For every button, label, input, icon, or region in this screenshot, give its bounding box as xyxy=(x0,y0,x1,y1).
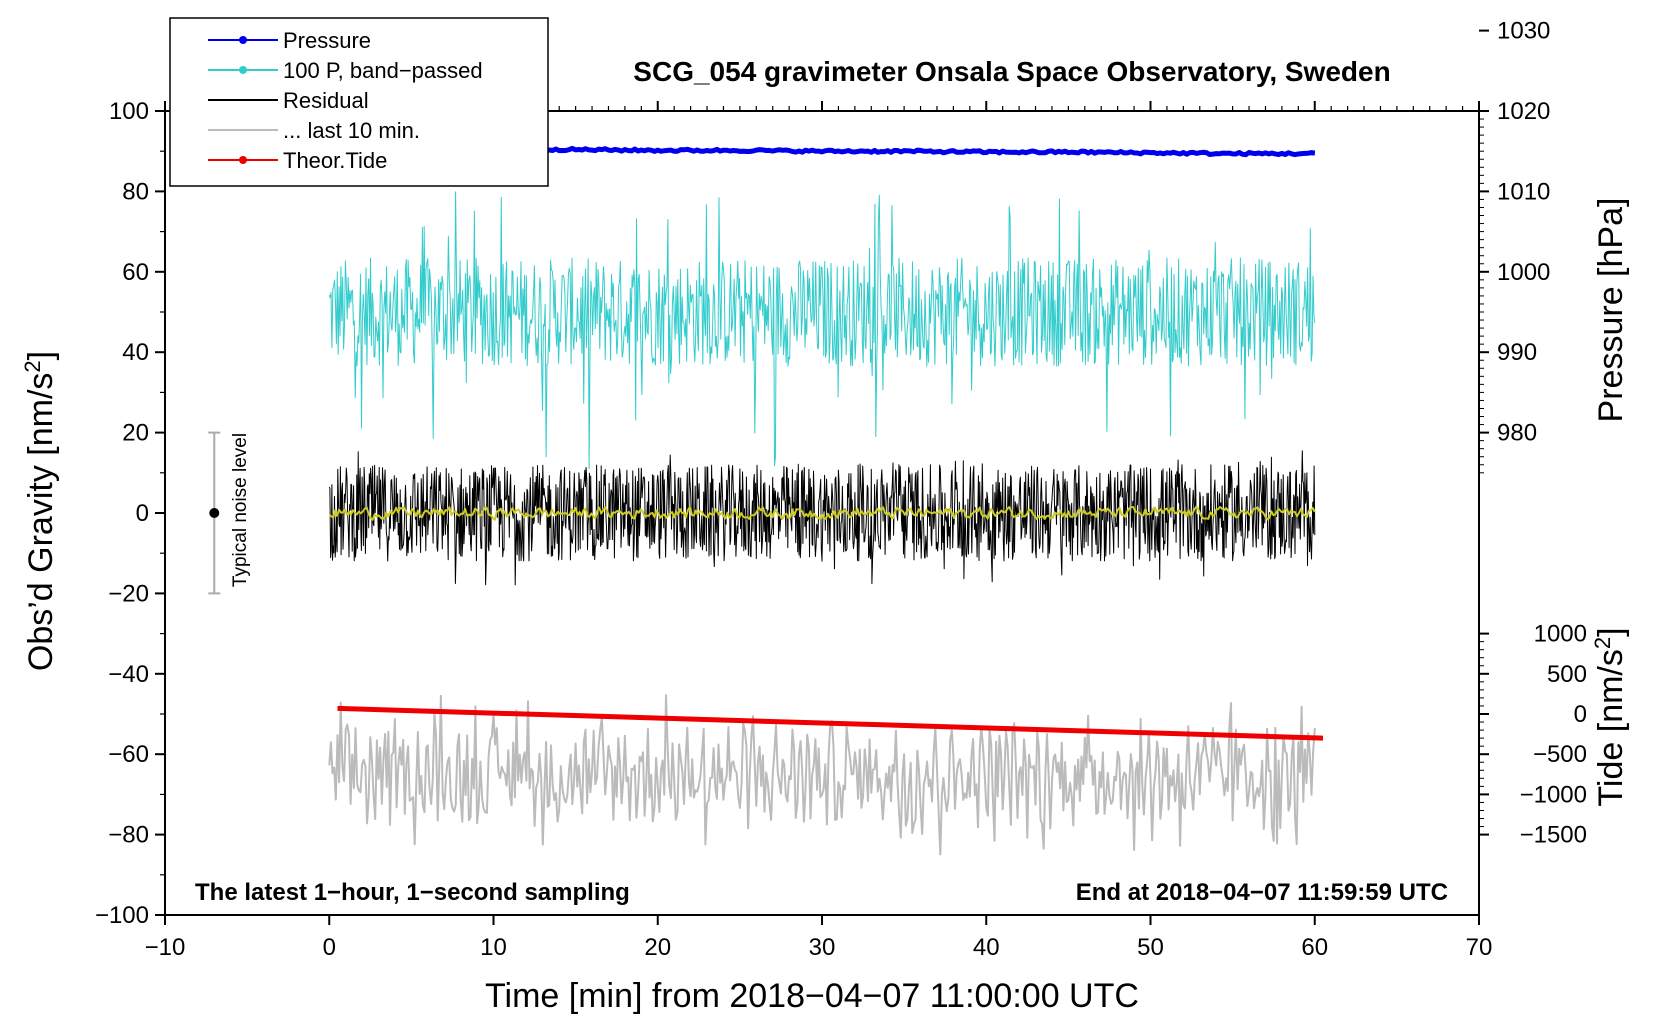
pressure-tick-label: 1000 xyxy=(1497,259,1550,286)
legend-label: Theor.Tide xyxy=(283,148,387,173)
y-axis-title-left: Obs’d Gravity [nm/s2] xyxy=(20,351,61,671)
annotation-end-time: End at 2018−04−07 11:59:59 UTC xyxy=(1076,879,1448,906)
legend-label: Residual xyxy=(283,88,369,113)
y-tick-label: −60 xyxy=(108,741,149,768)
tide-tick-label: 0 xyxy=(1574,701,1587,728)
tide-tick-label: −1000 xyxy=(1520,781,1587,808)
noise-center-dot xyxy=(209,508,220,518)
legend-marker xyxy=(239,66,247,74)
pressure-tick-label: 1020 xyxy=(1497,98,1550,125)
noise-level-indicator xyxy=(208,431,221,595)
pressure-tick-label: 1030 xyxy=(1497,18,1550,45)
y-tick-label: 100 xyxy=(109,98,149,125)
x-tick-label: 10 xyxy=(480,934,507,961)
x-tick-label: −10 xyxy=(145,934,186,961)
y-axis-title-tide: Tide [nm/s2] xyxy=(1590,627,1631,806)
y-tick-label: −40 xyxy=(108,661,149,688)
pressure-tick-label: 990 xyxy=(1497,339,1537,366)
y-tick-label: 0 xyxy=(136,500,149,527)
noise-level-label: Typical noise level xyxy=(230,433,251,587)
legend-box xyxy=(169,17,549,187)
theoretical-tide-line xyxy=(337,705,1324,741)
x-tick-label: 0 xyxy=(323,934,336,961)
annotation-sampling: The latest 1−hour, 1−second sampling xyxy=(195,879,630,906)
x-tick-label: 40 xyxy=(973,934,1000,961)
y-tick-label: 20 xyxy=(122,420,149,447)
pressure-tick-label: 980 xyxy=(1497,420,1537,447)
x-tick-label: 30 xyxy=(809,934,836,961)
y-tick-label: 60 xyxy=(122,259,149,286)
tide-tick-label: −1500 xyxy=(1520,822,1587,849)
legend-marker xyxy=(239,156,247,164)
legend-label: Pressure xyxy=(283,28,371,53)
y-tick-label: −100 xyxy=(95,902,149,929)
x-axis-title: Time [min] from 2018−04−07 11:00:00 UTC xyxy=(485,977,1139,1015)
chart-title: SCG_054 gravimeter Onsala Space Observat… xyxy=(633,56,1390,87)
y-tick-label: −80 xyxy=(108,822,149,849)
axes: −10 0 10 20 30 40 50 60 70−100−80−60−40−20020406… xyxy=(95,18,1587,961)
legend-label: 100 P, band−passed xyxy=(283,58,483,83)
last-10-min-line xyxy=(328,694,1316,856)
x-tick-label: 70 xyxy=(1466,934,1493,961)
y-tick-label: 40 xyxy=(122,339,149,366)
tide-tick-label: 500 xyxy=(1547,661,1587,688)
bandpassed-pressure-line xyxy=(328,191,1316,470)
x-tick-label: 60 xyxy=(1301,934,1328,961)
pressure-tick-label: 1010 xyxy=(1497,178,1550,205)
legend-label: ... last 10 min. xyxy=(283,118,420,143)
tide-tick-label: −500 xyxy=(1533,741,1587,768)
y-tick-label: 80 xyxy=(122,178,149,205)
x-tick-label: 20 xyxy=(644,934,671,961)
residual-line xyxy=(328,450,1316,586)
residual-smoothed-line xyxy=(328,505,1316,521)
y-tick-label: −20 xyxy=(108,580,149,607)
legend: Pressure 100 P, band−passed Residual ... la… xyxy=(169,17,549,187)
x-tick-label: 50 xyxy=(1137,934,1164,961)
plot-content xyxy=(328,143,1324,856)
tide-tick-label: 1000 xyxy=(1534,621,1587,648)
y-axis-title-pressure: Pressure [hPa] xyxy=(1592,198,1630,423)
legend-marker xyxy=(239,36,247,44)
